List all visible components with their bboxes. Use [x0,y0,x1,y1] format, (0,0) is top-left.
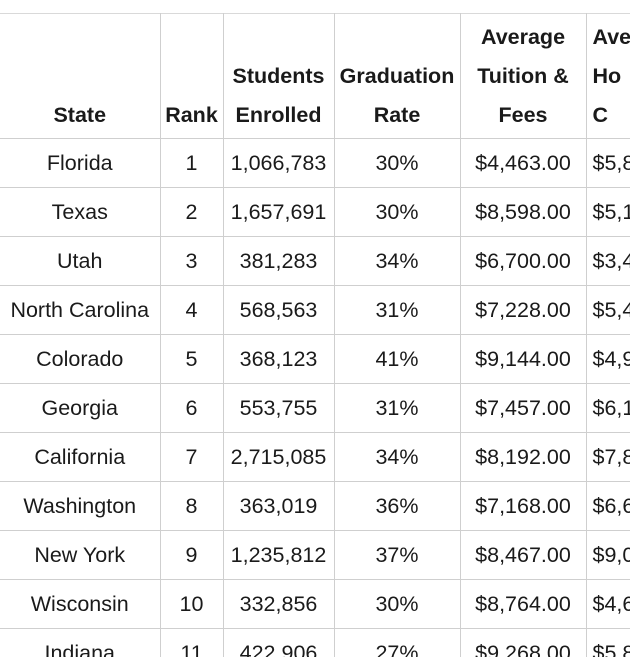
header-housing-cost: Ave Ho C [585,13,630,139]
cell-housing-cost: $6,1 [585,383,630,433]
cell-graduation-rate: 30% [333,187,461,237]
cell-tuition-fees: $8,467.00 [459,530,587,580]
cell-tuition-fees: $7,228.00 [459,285,587,335]
cell-tuition-fees: $7,168.00 [459,481,587,531]
cell-housing-cost: $4,6 [585,579,630,629]
cell-rank: 7 [159,432,224,482]
cell-students-enrolled: 568,563 [222,285,335,335]
cell-tuition-fees: $8,598.00 [459,187,587,237]
cell-housing-cost: $5,1 [585,187,630,237]
cell-housing-cost: $7,8 [585,432,630,482]
cell-graduation-rate: 36% [333,481,461,531]
cell-housing-cost: $6,6 [585,481,630,531]
cell-students-enrolled: 2,715,085 [222,432,335,482]
cell-students-enrolled: 332,856 [222,579,335,629]
header-tuition-fees: Average Tuition & Fees [459,13,587,139]
cell-state: New York [0,530,161,580]
cell-state: Utah [0,236,161,286]
header-row: State Rank Students Enrolled Graduation … [0,13,630,139]
cell-rank: 9 [159,530,224,580]
cell-rank: 8 [159,481,224,531]
cell-rank: 10 [159,579,224,629]
cell-rank: 5 [159,334,224,384]
cell-state: Wisconsin [0,579,161,629]
cell-graduation-rate: 30% [333,579,461,629]
cell-tuition-fees: $8,764.00 [459,579,587,629]
cell-state: Indiana [0,628,161,657]
cell-housing-cost: $5,8 [585,628,630,657]
cell-students-enrolled: 363,019 [222,481,335,531]
cell-students-enrolled: 1,657,691 [222,187,335,237]
cell-state: Colorado [0,334,161,384]
cell-rank: 4 [159,285,224,335]
cell-housing-cost: $9,0 [585,530,630,580]
cell-state: Texas [0,187,161,237]
cell-students-enrolled: 1,235,812 [222,530,335,580]
cell-students-enrolled: 368,123 [222,334,335,384]
state-college-table: State Rank Students Enrolled Graduation … [0,13,630,657]
cell-students-enrolled: 1,066,783 [222,138,335,188]
cell-housing-cost: $5,4 [585,285,630,335]
cell-tuition-fees: $9,268.00 [459,628,587,657]
cell-state: Washington [0,481,161,531]
cell-rank: 11 [159,628,224,657]
cell-graduation-rate: 37% [333,530,461,580]
cell-students-enrolled: 553,755 [222,383,335,433]
cell-graduation-rate: 27% [333,628,461,657]
cell-graduation-rate: 34% [333,236,461,286]
cell-housing-cost: $5,8 [585,138,630,188]
cell-graduation-rate: 31% [333,285,461,335]
cell-rank: 1 [159,138,224,188]
cell-graduation-rate: 31% [333,383,461,433]
cell-housing-cost: $4,9 [585,334,630,384]
table-body: Florida11,066,78330%$4,463.00$5,8Texas21… [0,138,630,657]
cell-graduation-rate: 30% [333,138,461,188]
cell-tuition-fees: $9,144.00 [459,334,587,384]
cell-students-enrolled: 422,906 [222,628,335,657]
cell-tuition-fees: $8,192.00 [459,432,587,482]
cell-state: Florida [0,138,161,188]
cell-students-enrolled: 381,283 [222,236,335,286]
cell-tuition-fees: $6,700.00 [459,236,587,286]
cell-state: California [0,432,161,482]
cell-rank: 6 [159,383,224,433]
cell-tuition-fees: $7,457.00 [459,383,587,433]
header-rank: Rank [159,13,224,139]
cell-state: Georgia [0,383,161,433]
cell-tuition-fees: $4,463.00 [459,138,587,188]
header-students-enrolled: Students Enrolled [222,13,335,139]
header-state: State [0,13,161,139]
data-table-viewport: State Rank Students Enrolled Graduation … [0,13,630,657]
cell-rank: 3 [159,236,224,286]
cell-graduation-rate: 34% [333,432,461,482]
cell-housing-cost: $3,4 [585,236,630,286]
cell-state: North Carolina [0,285,161,335]
cell-graduation-rate: 41% [333,334,461,384]
cell-rank: 2 [159,187,224,237]
header-graduation-rate: Graduation Rate [333,13,461,139]
